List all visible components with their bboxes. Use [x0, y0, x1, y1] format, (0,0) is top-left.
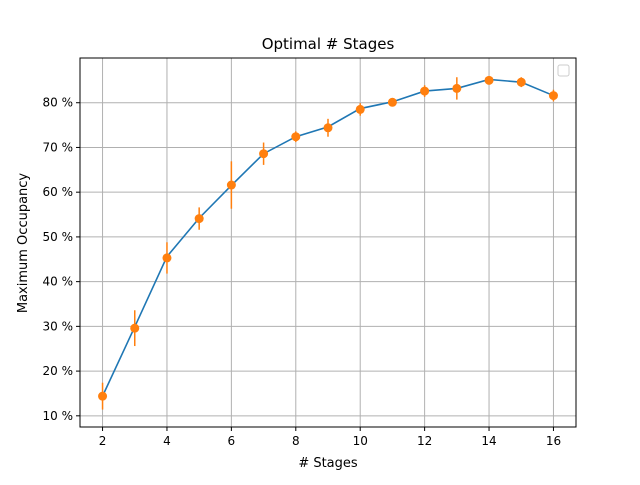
y-tick-label: 10 % — [43, 409, 74, 423]
x-tick-label: 8 — [292, 434, 300, 448]
y-tick-label: 50 % — [43, 230, 74, 244]
axis-ticks: 2 4 6 8 10 12 14 16 10 % 20 % 30 % 40 % 50 % 60 % 70 %… — [43, 96, 562, 448]
x-tick-label: 10 — [353, 434, 368, 448]
x-tick-label: 4 — [163, 434, 171, 448]
data-point — [162, 253, 172, 263]
data-point — [387, 97, 397, 107]
data-point — [291, 132, 301, 142]
plot-frame — [79, 57, 577, 428]
data-point — [452, 83, 462, 93]
data-point — [194, 214, 204, 224]
data-point — [98, 391, 108, 401]
x-tick-label: 2 — [99, 434, 107, 448]
x-tick-label: 6 — [228, 434, 236, 448]
y-tick-label: 20 % — [43, 364, 74, 378]
x-tick-label: 12 — [417, 434, 432, 448]
data-point — [548, 91, 558, 101]
y-tick-label: 30 % — [43, 319, 74, 333]
x-tick-label: 16 — [546, 434, 561, 448]
y-tick-label: 80 % — [43, 96, 74, 110]
data-point — [323, 123, 333, 133]
data-point — [259, 149, 269, 159]
y-tick-label: 70 % — [43, 140, 74, 154]
marker-layer — [98, 75, 558, 410]
data-point — [516, 77, 526, 87]
grid-lines — [80, 58, 576, 427]
data-point — [355, 104, 365, 114]
y-axis-label: Maximum Occupancy — [16, 173, 31, 314]
data-point — [130, 323, 140, 333]
x-axis-label: # Stages — [298, 456, 358, 471]
x-tick-label: 14 — [481, 434, 496, 448]
y-tick-label: 60 % — [43, 185, 74, 199]
y-tick-label: 40 % — [43, 275, 74, 289]
legend-box — [557, 64, 570, 77]
data-point — [226, 180, 236, 190]
data-point — [484, 75, 494, 85]
chart-title: Optimal # Stages — [262, 35, 395, 53]
data-point — [420, 86, 430, 96]
